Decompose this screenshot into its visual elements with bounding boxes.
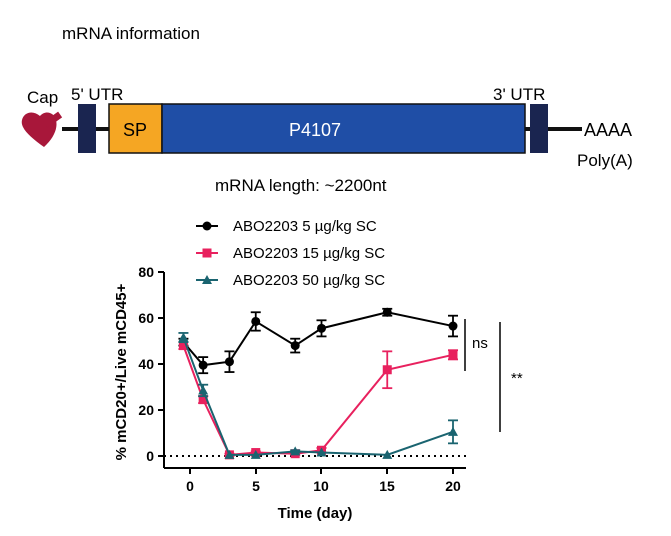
data-point (178, 341, 188, 351)
legend-marker-15ug (202, 248, 212, 258)
utr5-label: 5' UTR (71, 85, 123, 104)
series-layer (178, 307, 458, 460)
sp-label: SP (123, 120, 147, 140)
gene-label: P4107 (289, 120, 341, 140)
data-point (178, 332, 189, 342)
mrna-length-text: mRNA length: ~2200nt (215, 176, 387, 195)
data-point (448, 321, 458, 331)
utr3-label: 3' UTR (493, 85, 545, 104)
series-line-abo2203-50-g-kg-sc (182, 337, 454, 456)
legend-item-15ug: ABO2203 15 µg/kg SC (196, 245, 385, 262)
legend-marker-5ug (202, 221, 212, 231)
y-tick-label: 40 (138, 356, 154, 372)
data-point (382, 449, 393, 459)
data-point (198, 395, 208, 405)
data-point (382, 365, 392, 375)
x-tick-label: 5 (252, 478, 260, 494)
data-point (251, 316, 261, 326)
series-abo2203-15-g-kg-sc (178, 341, 458, 460)
polya-sequence: AAAA (584, 120, 632, 140)
y-tick-label: 60 (138, 310, 154, 326)
page-title: mRNA information (62, 24, 200, 43)
data-point (198, 385, 209, 395)
gene-box (161, 103, 526, 154)
legend-item-50ug: ABO2203 50 µg/kg SC (196, 272, 385, 289)
x-tick-label: 0 (186, 478, 194, 494)
legend-label-15ug: ABO2203 15 µg/kg SC (233, 245, 385, 262)
data-point (250, 449, 261, 459)
cap-tail (43, 111, 63, 128)
x-tick-label: 20 (445, 478, 461, 494)
data-point (224, 357, 234, 367)
data-point (448, 426, 458, 436)
ns-label: ns (472, 335, 488, 352)
y-axis-title: % mCD20+/Live mCD45+ (113, 283, 130, 460)
signal-peptide-box (108, 103, 163, 154)
data-point (290, 341, 300, 351)
y-ticks: 0 20 40 60 80 (138, 264, 164, 464)
legend-item-5ug: ABO2203 5 µg/kg SC (196, 218, 377, 235)
x-ticks: 0 5 10 15 20 (186, 468, 461, 494)
utr5-box (78, 104, 96, 153)
data-point (382, 307, 392, 317)
mrna-construct: Cap 5' UTR 3' UTR SP P4107 AAAA Poly(A) … (21, 85, 633, 195)
y-tick-label: 20 (138, 402, 154, 418)
data-point (198, 360, 208, 370)
data-point (290, 446, 301, 456)
x-tick-label: 10 (313, 478, 329, 494)
chart-legend: ABO2203 5 µg/kg SC ABO2203 15 µg/kg SC A… (196, 218, 385, 289)
data-point (316, 447, 327, 457)
utr3-box (530, 104, 548, 153)
polya-label: Poly(A) (577, 151, 633, 170)
cap-label: Cap (27, 88, 58, 107)
legend-label-50ug: ABO2203 50 µg/kg SC (233, 272, 385, 289)
legend-marker-50ug (202, 275, 212, 284)
y-tick-label: 80 (138, 264, 154, 280)
data-point (448, 350, 458, 360)
x-tick-label: 15 (379, 478, 395, 494)
x-axis-title: Time (day) (278, 505, 353, 522)
legend-label-5ug: ABO2203 5 µg/kg SC (233, 218, 377, 235)
data-point (224, 449, 235, 459)
y-tick-label: 0 (146, 448, 154, 464)
significance-annotations: ns ** (464, 319, 523, 432)
significance-label: ** (511, 370, 523, 387)
chart: 0 20 40 60 80 0 5 10 15 20 Time (day) % … (113, 264, 523, 522)
data-point (317, 323, 326, 333)
cap-icon (21, 111, 63, 147)
series-abo2203-50-g-kg-sc (178, 332, 458, 459)
